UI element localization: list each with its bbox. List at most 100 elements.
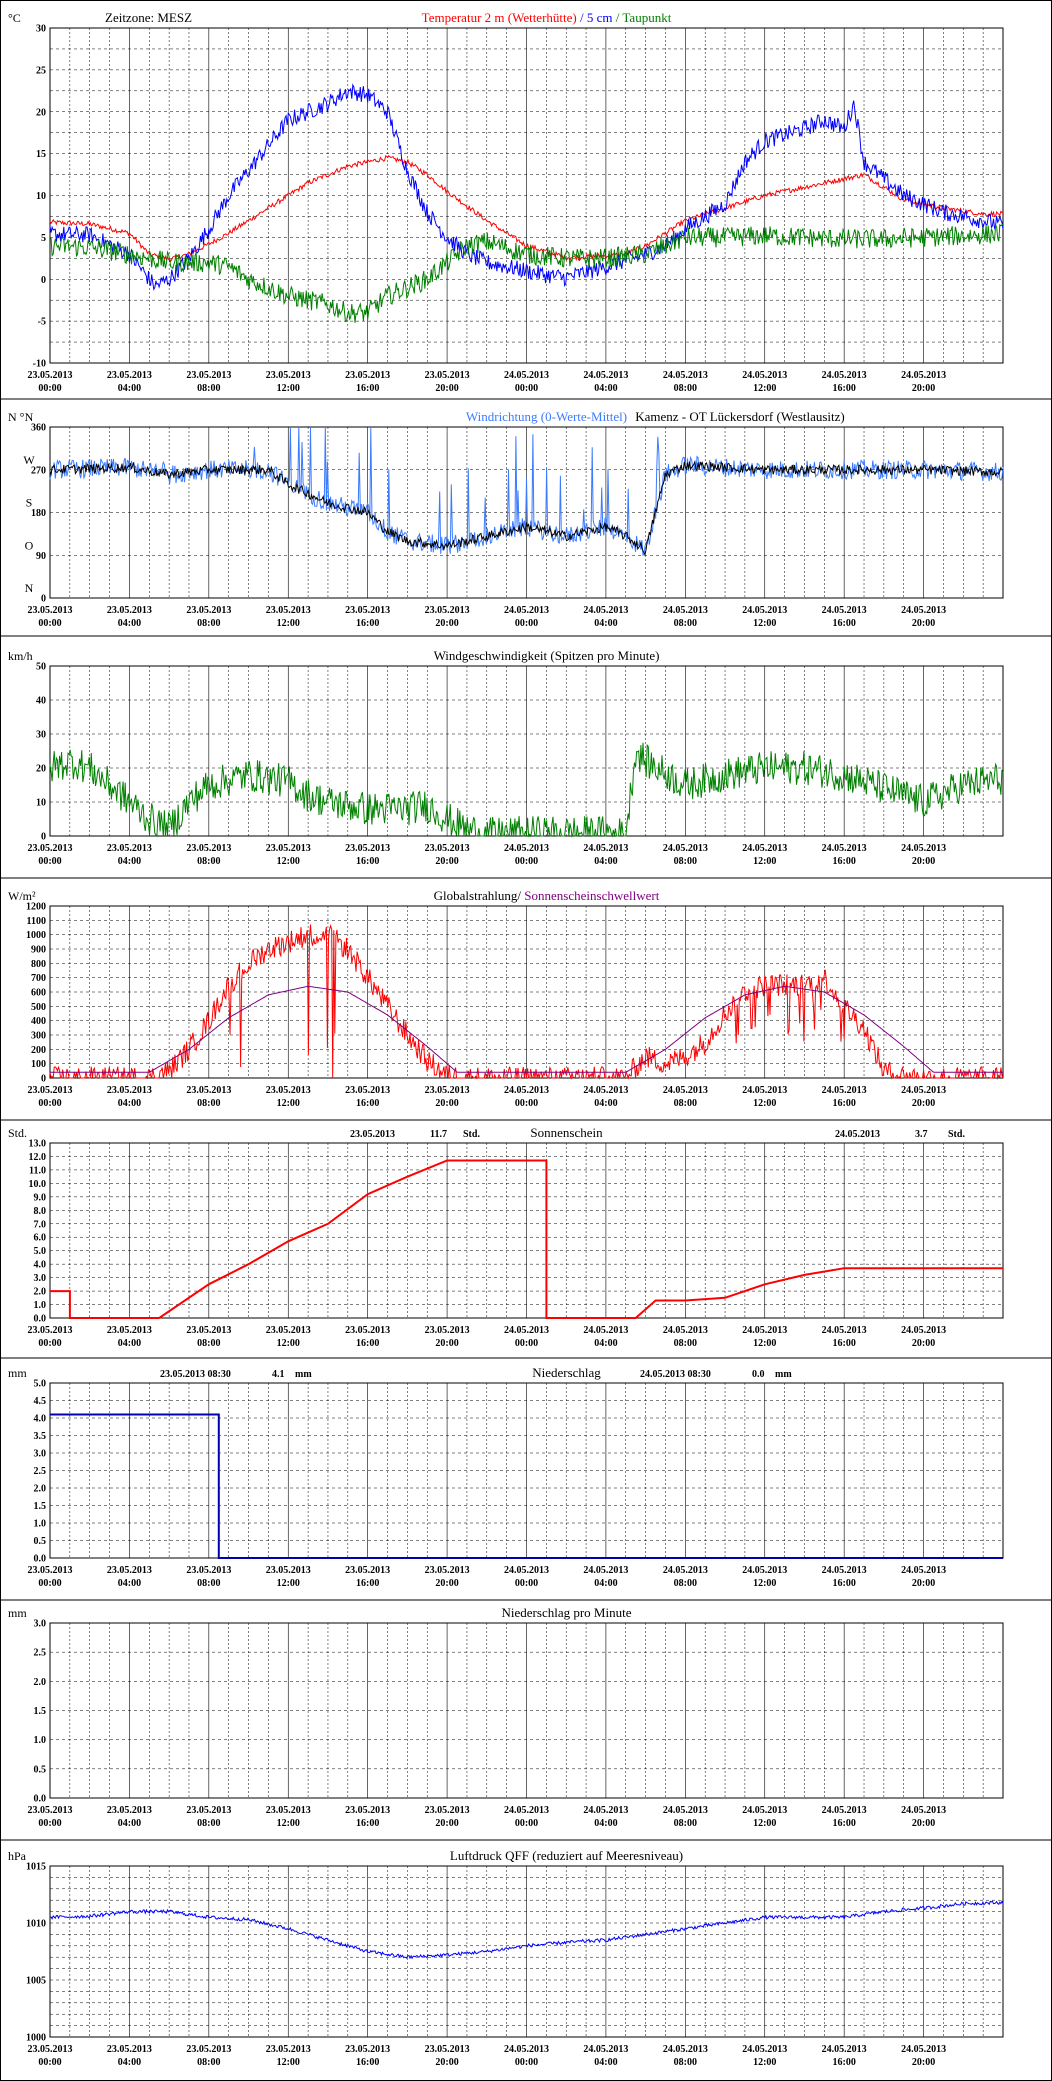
series-line-sonnenscheinschwellwert — [50, 985, 1003, 1073]
x-tick-date: 23.05.2013 — [28, 1565, 73, 1576]
chart-title: Niederschlag — [532, 1365, 601, 1380]
title-part: / — [577, 10, 587, 25]
x-tick-time: 08:00 — [197, 1338, 220, 1349]
x-tick-time: 16:00 — [832, 1818, 855, 1829]
x-tick-date: 23.05.2013 — [186, 843, 231, 854]
y-tick-label: 700 — [31, 973, 46, 984]
y-tick-label: 1200 — [26, 902, 46, 913]
x-tick-date: 23.05.2013 — [425, 1805, 470, 1816]
chart-temperature: -10 -5 0 5 10 15 20 25 30 23.05.2013 00:00 23.05.20… — [0, 10, 1052, 400]
x-tick-date: 24.05.2013 — [663, 1805, 708, 1816]
x-tick-time: 20:00 — [435, 2057, 458, 2068]
x-tick-date: 24.05.2013 — [822, 2044, 867, 2055]
timezone-label: Zeitzone: MESZ — [105, 10, 192, 25]
y-tick-label: 15 — [36, 149, 46, 160]
x-tick-date: 23.05.2013 — [186, 1565, 231, 1576]
series-line-5-cm — [49, 83, 1004, 291]
x-tick-time: 20:00 — [435, 1338, 458, 1349]
x-tick-time: 00:00 — [38, 618, 61, 629]
x-tick-time: 08:00 — [674, 1098, 697, 1109]
x-tick-time: 08:00 — [674, 1338, 697, 1349]
y-tick-label: 30 — [36, 730, 46, 741]
y-tick-label: 0.5 — [34, 1764, 47, 1775]
x-tick-date: 24.05.2013 — [504, 1565, 549, 1576]
y-tick-label: 20 — [36, 764, 46, 775]
y-tick-label: 1.0 — [34, 1735, 47, 1746]
title-part: / — [613, 10, 623, 25]
x-tick-date: 24.05.2013 — [663, 843, 708, 854]
x-tick-date: 23.05.2013 — [266, 843, 311, 854]
y-tick-label: 300 — [31, 1031, 46, 1042]
x-tick-date: 24.05.2013 — [742, 1805, 787, 1816]
x-tick-time: 12:00 — [277, 1818, 300, 1829]
x-tick-date: 23.05.2013 — [345, 370, 390, 381]
annotation-date: 24.05.2013 08:30 — [640, 1369, 711, 1380]
title-part: Globalstrahlung/ — [434, 888, 525, 903]
x-tick-time: 04:00 — [118, 1098, 141, 1109]
x-tick-date: 24.05.2013 — [504, 605, 549, 616]
x-tick-time: 08:00 — [197, 1818, 220, 1829]
x-tick-time: 12:00 — [753, 383, 776, 394]
x-tick-date: 24.05.2013 — [583, 605, 628, 616]
x-tick-time: 12:00 — [753, 856, 776, 867]
x-tick-date: 24.05.2013 — [583, 1805, 628, 1816]
x-tick-date: 24.05.2013 — [822, 1805, 867, 1816]
x-tick-date: 23.05.2013 — [28, 1805, 73, 1816]
title-part: Temperatur 2 m (Wetterhütte) — [422, 10, 577, 25]
y-tick-label: 0.0 — [34, 1554, 47, 1565]
annotation-date: 24.05.2013 — [835, 1129, 880, 1140]
y-tick-label: 900 — [31, 945, 46, 956]
y-tick-label: 4.0 — [34, 1260, 47, 1271]
x-tick-time: 04:00 — [594, 2057, 617, 2068]
x-tick-time: 16:00 — [356, 1578, 379, 1589]
y-tick-label: 400 — [31, 1016, 46, 1027]
y-tick-label: 500 — [31, 1002, 46, 1013]
annotation-unit: mm — [775, 1369, 792, 1380]
compass-label: O — [25, 538, 34, 552]
x-tick-time: 20:00 — [912, 1818, 935, 1829]
y-tick-label: 1.5 — [34, 1501, 47, 1512]
x-tick-time: 00:00 — [515, 383, 538, 394]
x-tick-time: 00:00 — [38, 1098, 61, 1109]
x-tick-date: 23.05.2013 — [28, 1325, 73, 1336]
chart-title: Niederschlag pro Minute — [502, 1605, 632, 1620]
x-tick-date: 24.05.2013 — [822, 1565, 867, 1576]
x-tick-time: 04:00 — [118, 1338, 141, 1349]
x-tick-time: 00:00 — [38, 2057, 61, 2068]
x-tick-date: 24.05.2013 — [822, 370, 867, 381]
x-tick-date: 24.05.2013 — [901, 605, 946, 616]
chart-title: Windrichtung (0-Werte-Mittel) — [466, 409, 627, 424]
x-tick-date: 24.05.2013 — [583, 1325, 628, 1336]
x-tick-date: 23.05.2013 — [266, 1805, 311, 1816]
x-tick-date: 24.05.2013 — [504, 1085, 549, 1096]
annotation-value: 3.7 — [915, 1129, 928, 1140]
x-tick-date: 23.05.2013 — [186, 2044, 231, 2055]
y-unit-label: N ° — [8, 410, 25, 424]
x-tick-date: 24.05.2013 — [822, 1085, 867, 1096]
x-tick-date: 24.05.2013 — [901, 2044, 946, 2055]
x-tick-date: 24.05.2013 — [742, 1565, 787, 1576]
y-tick-label: 1015 — [26, 1862, 46, 1873]
y-tick-label: 4.0 — [34, 1414, 47, 1425]
x-tick-date: 24.05.2013 — [583, 370, 628, 381]
series-line-windrichtung — [49, 426, 1004, 556]
x-tick-date: 23.05.2013 — [266, 1565, 311, 1576]
x-tick-time: 00:00 — [515, 1338, 538, 1349]
y-tick-label: 0 — [41, 1074, 46, 1085]
x-tick-time: 16:00 — [356, 1818, 379, 1829]
x-tick-date: 23.05.2013 — [266, 370, 311, 381]
x-tick-time: 04:00 — [118, 2057, 141, 2068]
compass-label: N — [25, 581, 34, 595]
x-tick-date: 24.05.2013 — [901, 1085, 946, 1096]
x-tick-date: 24.05.2013 — [901, 1325, 946, 1336]
y-tick-label: 30 — [36, 24, 46, 35]
y-tick-label: 5.0 — [34, 1246, 47, 1257]
plot-frame — [49, 27, 1004, 364]
x-tick-date: 23.05.2013 — [266, 2044, 311, 2055]
x-tick-date: 23.05.2013 — [425, 1325, 470, 1336]
x-tick-time: 04:00 — [594, 618, 617, 629]
y-unit-label: hPa — [8, 1849, 27, 1863]
x-tick-time: 00:00 — [38, 383, 61, 394]
x-tick-time: 12:00 — [277, 2057, 300, 2068]
x-tick-date: 24.05.2013 — [901, 1805, 946, 1816]
